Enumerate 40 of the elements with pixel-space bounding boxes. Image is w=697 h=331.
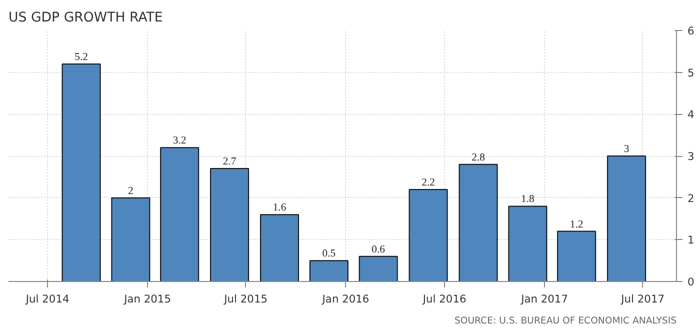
data-label: 1.8 [521, 194, 534, 206]
x-tick-label: Jul 2017 [620, 292, 665, 306]
data-label: 1.2 [570, 219, 584, 230]
y-tick-label: 1 [688, 234, 694, 247]
bar [160, 147, 200, 282]
chart-title: US GDP GROWTH RATE [8, 10, 163, 26]
source-note: SOURCE: U.S. BUREAU OF ECONOMIC ANALYSIS [454, 316, 677, 326]
y-tick-label: 3 [688, 150, 694, 163]
y-tick-label: 6 [688, 24, 694, 38]
data-label: 2.7 [222, 156, 237, 168]
bar [557, 230, 596, 282]
data-label: 5.2 [74, 52, 88, 63]
y-tick-label: 5 [688, 66, 694, 80]
x-tick-label: Jan 2016 [321, 292, 370, 306]
data-label: 0.5 [322, 248, 336, 260]
data-label: 0.6 [372, 244, 386, 256]
data-label: 2.8 [472, 152, 485, 164]
x-tick-label: Jul 2016 [422, 292, 467, 306]
bar [358, 256, 398, 282]
bar [408, 188, 448, 282]
data-label: 2.2 [422, 177, 435, 188]
data-label: 3 [624, 144, 630, 155]
bar [111, 197, 150, 282]
bar [260, 214, 300, 282]
data-label: 2 [128, 186, 134, 197]
x-tick-label: Jul 2014 [24, 292, 70, 306]
x-tick-label: Jan 2017 [520, 292, 568, 306]
x-tick-label: Jan 2015 [123, 292, 171, 306]
y-tick-label: 2 [688, 192, 694, 205]
bar [607, 156, 646, 282]
bar [508, 206, 548, 282]
x-tick-label: Jul 2015 [223, 292, 268, 306]
bar [62, 63, 101, 282]
y-tick-label: 4 [688, 108, 694, 122]
bar [309, 260, 348, 282]
data-label: 3.2 [172, 136, 186, 147]
y-tick-label: 0 [688, 276, 694, 288]
bar [210, 168, 250, 282]
bar [458, 164, 498, 282]
data-label: 1.6 [272, 202, 287, 214]
